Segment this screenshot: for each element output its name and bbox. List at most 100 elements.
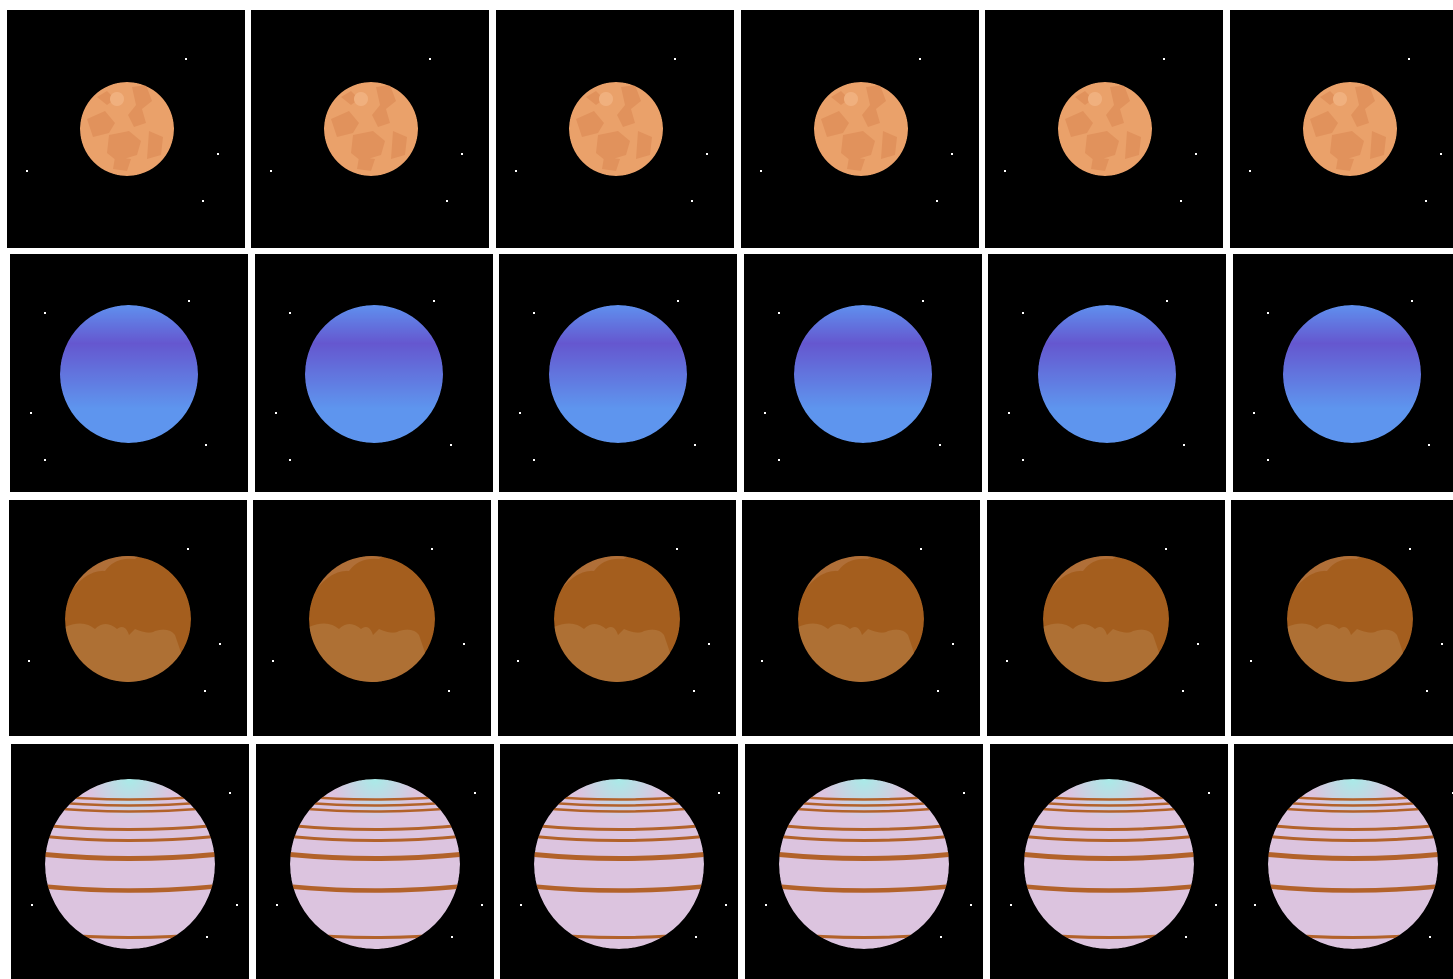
star-icon — [31, 904, 33, 906]
star-icon — [765, 904, 767, 906]
brown-planet-frame-6 — [1231, 500, 1453, 736]
orange-planet-frame-5 — [985, 10, 1223, 248]
blue-planet-icon — [764, 300, 941, 461]
star-icon — [28, 660, 30, 662]
blue-planet-icon — [30, 300, 207, 461]
star-icon — [205, 444, 207, 446]
star-icon — [202, 200, 204, 202]
orange-planet-frame-6 — [1230, 10, 1453, 248]
star-icon — [1441, 643, 1443, 645]
striped-planet-frame-5 — [990, 744, 1228, 979]
star-icon — [1195, 153, 1197, 155]
star-icon — [520, 904, 522, 906]
orange-planet-icon — [1249, 58, 1442, 202]
star-icon — [1163, 58, 1165, 60]
star-icon — [446, 200, 448, 202]
star-icon — [26, 170, 28, 172]
brown-planet-icon — [272, 548, 465, 692]
blue-planet-frame-3 — [499, 254, 737, 492]
striped-planet-icon — [1010, 779, 1217, 949]
star-icon — [1267, 459, 1269, 461]
star-icon — [676, 548, 678, 550]
orange-planet-frame-2 — [251, 10, 489, 248]
star-icon — [431, 548, 433, 550]
star-icon — [1010, 904, 1012, 906]
star-icon — [1166, 300, 1168, 302]
striped-planet-icon — [276, 779, 483, 949]
star-icon — [185, 58, 187, 60]
star-icon — [1215, 904, 1217, 906]
star-icon — [691, 200, 693, 202]
striped-planet-frame-2 — [256, 744, 494, 979]
blue-planet-icon — [519, 300, 696, 461]
blue-planet-icon — [1253, 300, 1430, 461]
star-icon — [187, 548, 189, 550]
star-icon — [1022, 312, 1024, 314]
star-icon — [188, 300, 190, 302]
star-icon — [272, 660, 274, 662]
star-icon — [30, 412, 32, 414]
star-icon — [760, 170, 762, 172]
orange-planet-frame-3 — [496, 10, 734, 248]
striped-planet-icon — [1254, 779, 1453, 949]
star-icon — [1197, 643, 1199, 645]
star-icon — [448, 690, 450, 692]
star-icon — [533, 312, 535, 314]
star-icon — [778, 459, 780, 461]
blue-planet-icon — [1008, 300, 1185, 461]
star-icon — [289, 312, 291, 314]
star-icon — [1250, 660, 1252, 662]
star-icon — [1411, 300, 1413, 302]
star-icon — [1249, 170, 1251, 172]
blue-planet-frame-2 — [255, 254, 493, 492]
star-icon — [1180, 200, 1182, 202]
star-icon — [920, 548, 922, 550]
blue-planet-frame-1 — [10, 254, 248, 492]
star-icon — [1183, 444, 1185, 446]
star-icon — [1426, 690, 1428, 692]
striped-planet-frame-3 — [500, 744, 738, 979]
star-icon — [236, 904, 238, 906]
star-icon — [517, 660, 519, 662]
star-icon — [677, 300, 679, 302]
star-icon — [1428, 444, 1430, 446]
striped-planet-icon — [31, 779, 238, 949]
star-icon — [1267, 312, 1269, 314]
star-icon — [463, 643, 465, 645]
star-icon — [219, 643, 221, 645]
star-icon — [693, 690, 695, 692]
star-icon — [922, 300, 924, 302]
star-icon — [1425, 200, 1427, 202]
star-icon — [217, 153, 219, 155]
star-icon — [270, 170, 272, 172]
star-icon — [963, 792, 965, 794]
star-icon — [481, 904, 483, 906]
brown-planet-frame-3 — [498, 500, 736, 736]
star-icon — [204, 690, 206, 692]
brown-planet-icon — [1250, 548, 1443, 692]
star-icon — [694, 444, 696, 446]
star-icon — [1440, 153, 1442, 155]
brown-planet-icon — [28, 548, 221, 692]
star-icon — [940, 936, 942, 938]
star-icon — [778, 312, 780, 314]
star-icon — [1182, 690, 1184, 692]
brown-planet-frame-2 — [253, 500, 491, 736]
striped-planet-frame-4 — [745, 744, 983, 979]
striped-planet-icon — [765, 779, 972, 949]
star-icon — [695, 936, 697, 938]
blue-planet-icon — [275, 300, 452, 461]
star-icon — [725, 904, 727, 906]
star-icon — [939, 444, 941, 446]
brown-planet-frame-4 — [742, 500, 980, 736]
orange-planet-frame-1 — [7, 10, 245, 248]
star-icon — [1008, 412, 1010, 414]
star-icon — [937, 690, 939, 692]
star-icon — [1429, 936, 1431, 938]
star-icon — [451, 936, 453, 938]
brown-planet-frame-5 — [987, 500, 1225, 736]
star-icon — [1208, 792, 1210, 794]
brown-planet-frame-1 — [9, 500, 247, 736]
star-icon — [936, 200, 938, 202]
star-icon — [229, 792, 231, 794]
